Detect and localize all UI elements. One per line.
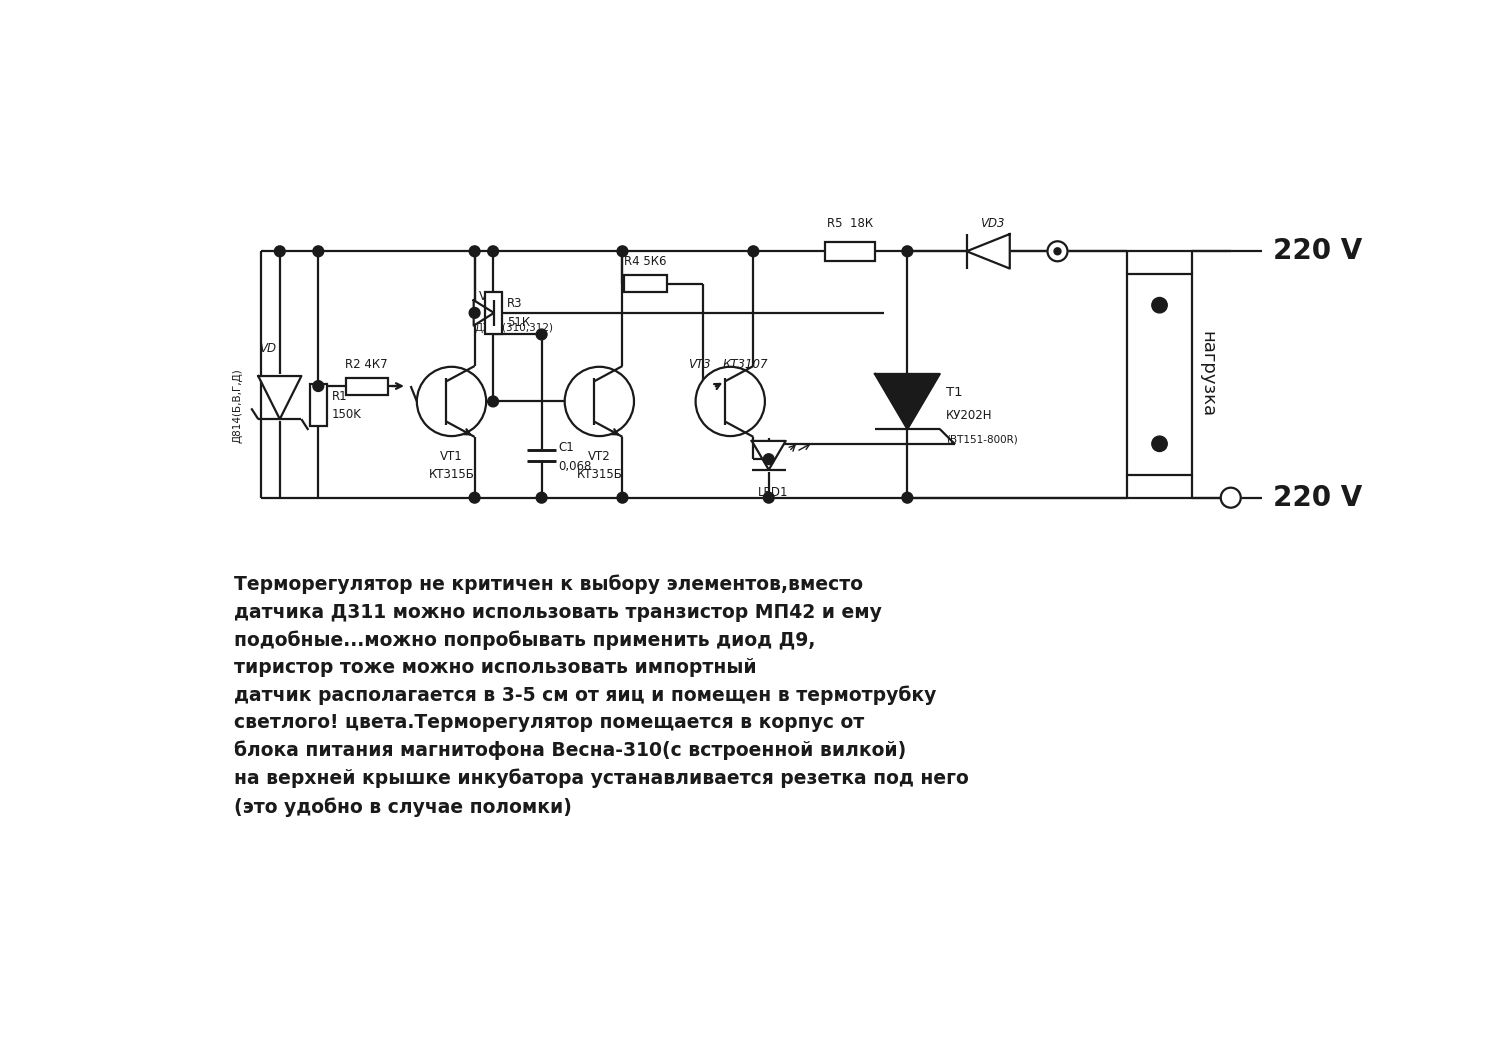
Text: КТ315Б: КТ315Б — [429, 468, 474, 482]
Text: R5  18К: R5 18К — [827, 216, 873, 230]
Circle shape — [1221, 488, 1240, 508]
Text: (ВТ151-800R): (ВТ151-800R) — [946, 435, 1017, 445]
Circle shape — [1152, 436, 1167, 452]
Circle shape — [470, 308, 480, 318]
Circle shape — [1047, 241, 1068, 261]
Text: КУ202Н: КУ202Н — [946, 408, 993, 422]
Bar — [310, 384, 327, 427]
Bar — [624, 275, 666, 292]
Text: КТ315Б: КТ315Б — [576, 468, 622, 482]
Text: VD3: VD3 — [980, 216, 1005, 230]
Text: VD: VD — [260, 343, 276, 355]
Bar — [484, 292, 501, 334]
Text: R1: R1 — [332, 389, 348, 402]
Text: VT1: VT1 — [440, 450, 464, 463]
Text: Д311(310,312): Д311(310,312) — [474, 323, 554, 333]
Circle shape — [1054, 248, 1060, 255]
Text: 220 V: 220 V — [1274, 484, 1362, 511]
Circle shape — [274, 246, 285, 257]
Circle shape — [564, 367, 634, 436]
Circle shape — [748, 246, 759, 257]
Polygon shape — [752, 441, 786, 470]
Text: R3: R3 — [507, 297, 522, 310]
Bar — [345, 378, 388, 395]
Circle shape — [902, 492, 912, 503]
Circle shape — [470, 246, 480, 257]
Circle shape — [616, 246, 628, 257]
Polygon shape — [874, 373, 939, 429]
Circle shape — [536, 492, 548, 503]
Circle shape — [488, 396, 498, 406]
Text: LED1: LED1 — [758, 486, 789, 499]
Text: T1: T1 — [946, 386, 963, 399]
Text: Терморегулятор не критичен к выбору элементов,вместо
датчика Д311 можно использо: Терморегулятор не критичен к выбору элем… — [234, 575, 969, 817]
Polygon shape — [474, 300, 494, 326]
Text: 220 V: 220 V — [1274, 238, 1362, 265]
Circle shape — [470, 492, 480, 503]
Text: R2 4К7: R2 4К7 — [345, 358, 388, 370]
Circle shape — [417, 367, 486, 436]
Text: 150K: 150K — [332, 408, 362, 421]
Circle shape — [696, 367, 765, 436]
Circle shape — [1152, 297, 1167, 313]
Text: VT3: VT3 — [688, 358, 711, 370]
Circle shape — [536, 329, 548, 340]
Polygon shape — [258, 376, 302, 419]
Text: КТ3107: КТ3107 — [723, 358, 768, 370]
Circle shape — [314, 381, 324, 392]
Text: нагрузка: нагрузка — [1198, 331, 1216, 418]
Circle shape — [764, 492, 774, 503]
Circle shape — [314, 246, 324, 257]
Text: Д814(Б,В,Г,Д): Д814(Б,В,Г,Д) — [232, 368, 243, 442]
Text: C1: C1 — [558, 441, 574, 454]
Bar — [1126, 275, 1192, 474]
Circle shape — [902, 246, 912, 257]
Circle shape — [764, 454, 774, 465]
Bar — [825, 242, 874, 261]
Text: 0,068: 0,068 — [558, 460, 592, 473]
Text: 51К: 51К — [507, 315, 530, 329]
Text: VT2: VT2 — [588, 450, 610, 463]
Text: R4 5К6: R4 5К6 — [624, 256, 668, 268]
Text: VD1: VD1 — [478, 290, 502, 302]
Circle shape — [616, 492, 628, 503]
Circle shape — [488, 246, 498, 257]
Polygon shape — [966, 234, 1010, 268]
